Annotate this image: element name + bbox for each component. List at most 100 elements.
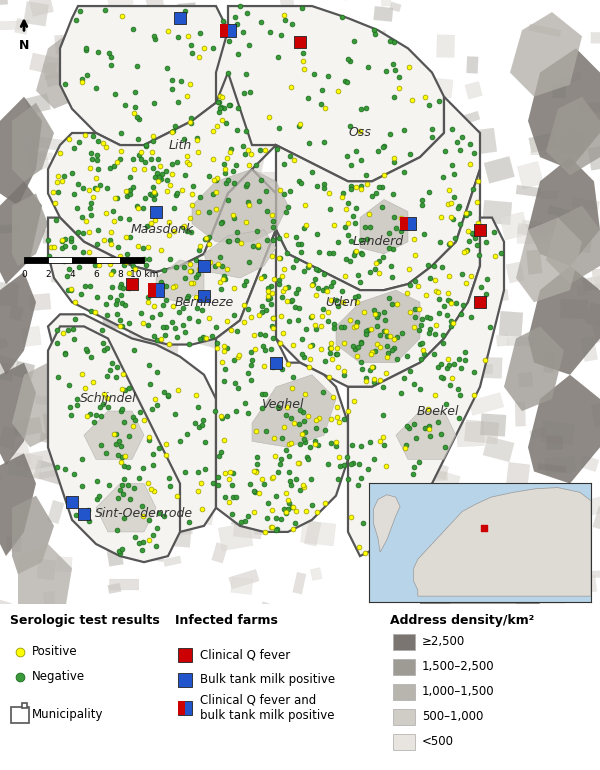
Point — [260, 329, 269, 341]
Point — [475, 223, 485, 236]
Polygon shape — [109, 270, 128, 287]
Polygon shape — [37, 559, 56, 580]
Polygon shape — [276, 97, 480, 290]
Polygon shape — [253, 444, 284, 466]
Point — [379, 142, 388, 154]
Point — [215, 90, 224, 102]
Point — [441, 398, 451, 410]
Point — [229, 309, 239, 321]
Point — [254, 194, 263, 206]
Point — [386, 259, 395, 272]
Polygon shape — [572, 197, 599, 211]
Point — [109, 214, 119, 226]
Point — [292, 473, 301, 485]
Point — [409, 418, 419, 430]
Point — [151, 206, 161, 218]
Polygon shape — [184, 178, 195, 197]
Point — [53, 370, 62, 383]
Point — [161, 321, 171, 333]
Polygon shape — [529, 233, 558, 248]
Polygon shape — [381, 429, 410, 443]
Point — [193, 315, 203, 327]
Point — [468, 228, 478, 240]
Point — [150, 188, 160, 200]
Point — [434, 306, 444, 319]
Polygon shape — [538, 217, 569, 237]
Point — [80, 280, 90, 293]
Point — [271, 357, 281, 369]
Polygon shape — [280, 129, 314, 144]
Polygon shape — [43, 229, 70, 243]
Point — [431, 319, 440, 331]
Polygon shape — [482, 200, 512, 225]
Polygon shape — [517, 226, 543, 244]
Polygon shape — [546, 97, 600, 176]
Point — [307, 474, 316, 486]
Point — [353, 350, 362, 362]
Point — [116, 250, 125, 263]
Point — [70, 188, 79, 200]
Point — [268, 312, 277, 324]
Polygon shape — [0, 272, 36, 375]
Point — [212, 336, 222, 349]
Point — [456, 361, 466, 373]
Point — [319, 182, 329, 194]
Point — [246, 147, 256, 159]
Point — [248, 239, 257, 252]
Point — [186, 276, 196, 289]
Point — [497, 246, 506, 259]
Point — [376, 374, 385, 387]
Point — [213, 470, 223, 483]
Text: Negative: Negative — [32, 670, 85, 683]
Point — [361, 102, 371, 114]
Polygon shape — [428, 438, 448, 450]
Polygon shape — [572, 496, 600, 519]
Point — [269, 431, 279, 444]
Point — [340, 220, 350, 233]
Point — [328, 391, 337, 403]
Point — [481, 353, 490, 366]
Point — [224, 473, 234, 485]
Polygon shape — [163, 556, 181, 567]
Point — [337, 191, 347, 203]
Point — [125, 494, 135, 506]
Point — [434, 95, 444, 107]
Point — [455, 218, 464, 230]
Point — [53, 170, 63, 182]
Point — [186, 117, 196, 129]
Polygon shape — [424, 413, 451, 436]
Point — [438, 337, 448, 350]
Point — [220, 102, 229, 114]
Point — [139, 163, 148, 176]
Point — [81, 44, 91, 56]
Polygon shape — [435, 215, 461, 229]
Point — [148, 135, 158, 147]
Point — [459, 246, 469, 258]
Point — [103, 400, 113, 413]
Point — [149, 192, 159, 205]
Point — [267, 471, 277, 484]
Point — [299, 47, 308, 59]
Point — [250, 484, 259, 497]
Polygon shape — [286, 437, 310, 452]
Polygon shape — [156, 260, 204, 302]
Point — [359, 306, 369, 318]
Point — [72, 393, 82, 405]
Point — [200, 463, 210, 475]
Polygon shape — [529, 24, 561, 37]
Polygon shape — [106, 546, 124, 567]
Polygon shape — [431, 470, 460, 498]
Point — [338, 187, 347, 199]
Point — [152, 522, 162, 534]
Point — [280, 282, 289, 294]
Polygon shape — [308, 316, 328, 340]
Polygon shape — [420, 556, 540, 604]
Point — [339, 336, 349, 349]
Point — [260, 478, 269, 490]
Point — [212, 342, 222, 354]
Point — [182, 150, 191, 162]
Point — [271, 490, 281, 502]
Point — [295, 36, 305, 49]
Point — [259, 340, 268, 352]
Polygon shape — [223, 142, 253, 167]
